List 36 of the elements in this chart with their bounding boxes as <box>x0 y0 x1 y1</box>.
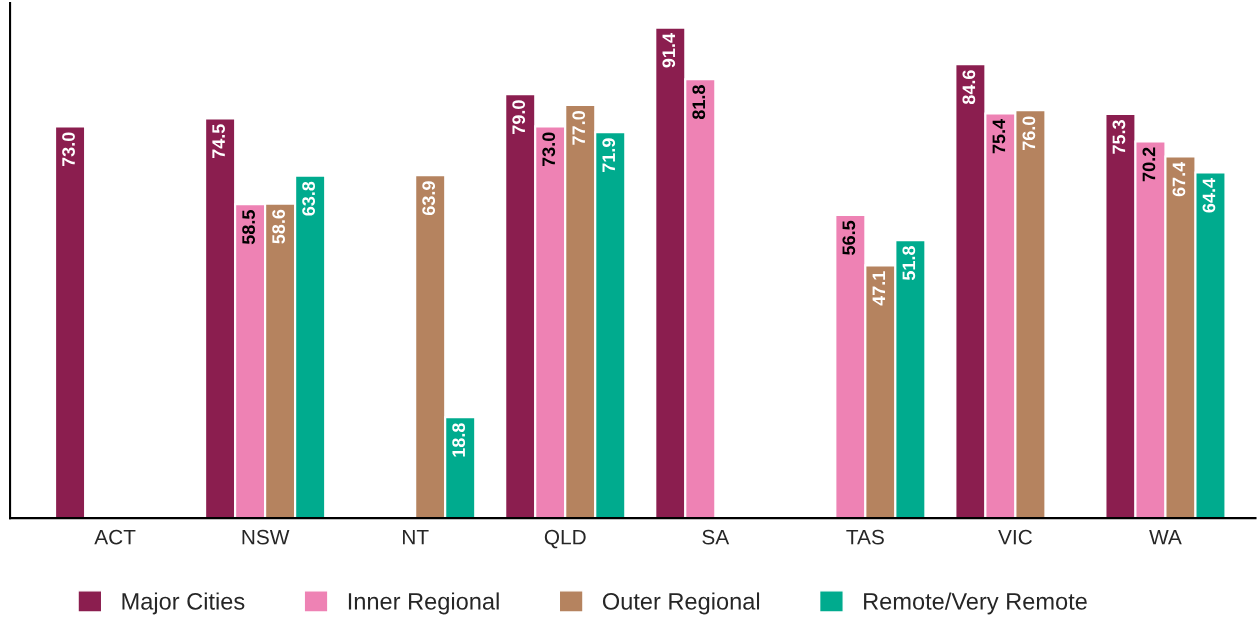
data-label: 63.9 <box>422 181 436 216</box>
legend-label: Inner Regional <box>348 592 499 615</box>
x-tick-label: NSW <box>242 529 290 545</box>
data-label: 75.4 <box>992 118 1006 154</box>
data-label: 63.8 <box>302 181 316 216</box>
data-label: 73.0 <box>62 132 75 167</box>
data-label: 70.2 <box>1142 147 1156 182</box>
legend-label: Outer Regional <box>602 592 760 615</box>
data-label: 79.0 <box>512 100 526 134</box>
data-label: 64.4 <box>1202 178 1216 213</box>
data-label: 58.6 <box>272 209 285 244</box>
data-label: 67.4 <box>1172 161 1186 197</box>
x-tick-label: WA <box>1149 529 1182 545</box>
data-label: 81.8 <box>692 85 706 120</box>
data-label: 18.8 <box>452 423 466 457</box>
x-tick-label: SA <box>702 529 730 545</box>
legend-label: Remote/Very Remote <box>864 592 1087 615</box>
data-label: 58.5 <box>242 210 255 245</box>
x-tick-label: VIC <box>998 529 1032 545</box>
bar <box>54 125 87 519</box>
data-label: 91.4 <box>662 33 676 68</box>
data-label: 75.3 <box>1112 120 1126 154</box>
data-label: 56.5 <box>842 220 856 255</box>
legend-label: Major Cities <box>122 592 245 615</box>
x-tick-label: QLD <box>544 529 586 549</box>
data-label: 71.9 <box>602 138 616 173</box>
data-label: 47.1 <box>872 271 886 306</box>
data-label: 73.0 <box>542 132 556 167</box>
data-label: 76.0 <box>1022 116 1036 151</box>
data-label: 74.5 <box>212 124 225 159</box>
x-tick-label: NT <box>403 529 429 545</box>
data-label: 51.8 <box>902 246 916 281</box>
x-tick-label: ACT <box>94 529 136 545</box>
data-label: 84.6 <box>962 70 976 105</box>
data-label: 77.0 <box>572 111 586 145</box>
x-tick-label: TAS <box>846 529 884 545</box>
